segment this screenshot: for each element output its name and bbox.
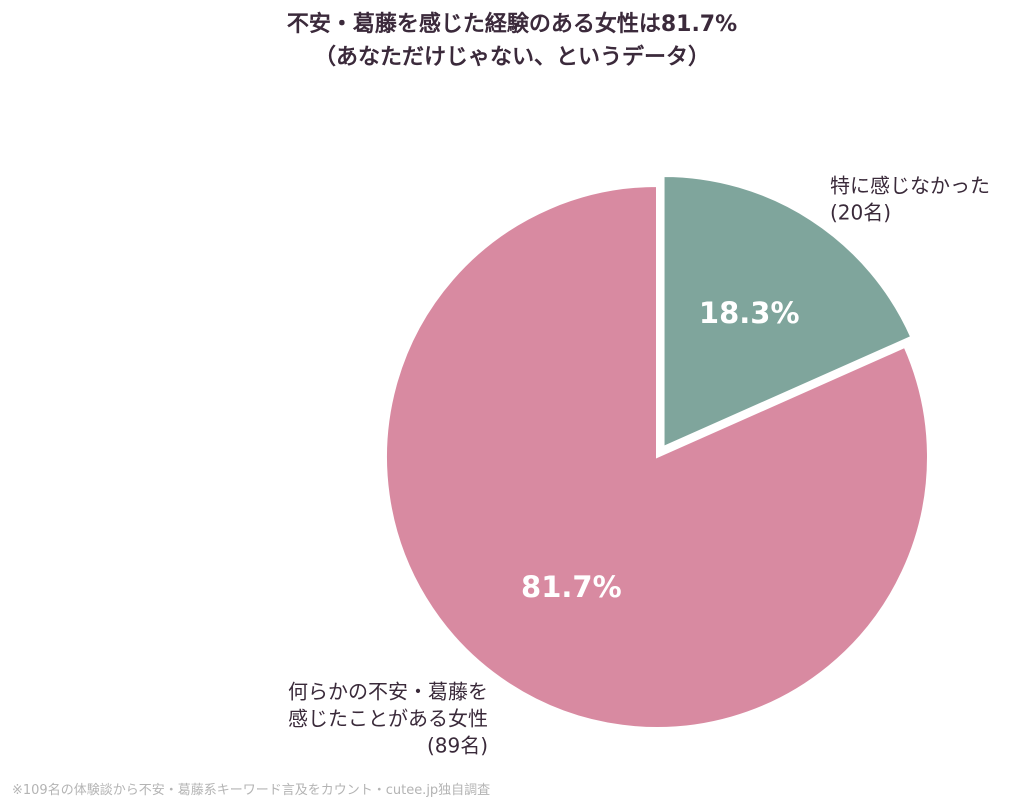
pie-slice-1 [385, 184, 929, 729]
pie-slice-percent-label-0: 18.3% [699, 296, 800, 330]
pie-slice-percent-label-1: 81.7% [521, 570, 622, 604]
footnote: ※109名の体験談から不安・葛藤系キーワード言及をカウント・cutee.jp独自… [12, 783, 491, 798]
pie-slice-category-label-1-line-0: 何らかの不安・葛藤を [288, 680, 488, 704]
pie-slice-0 [662, 174, 913, 449]
pie-slice-category-label-0-line-1: (20名) [830, 201, 891, 225]
chart-title: 不安・葛藤を感じた経験のある女性は81.7% [286, 12, 738, 37]
pie-percent-labels: 18.3% 81.7% [521, 296, 799, 604]
pie-slice-category-label-0-line-0: 特に感じなかった [830, 174, 990, 198]
chart-subtitle: （あなただけじゃない、というデータ） [313, 45, 710, 70]
pie-slice-category-label-1-line-2: (89名) [427, 734, 488, 758]
pie-slice-category-label-1-line-1: 感じたことがある女性 [288, 707, 488, 731]
chart-title-block: 不安・葛藤を感じた経験のある女性は81.7% （あなただけじゃない、というデータ… [0, 8, 1024, 74]
pie-slices [385, 174, 929, 729]
